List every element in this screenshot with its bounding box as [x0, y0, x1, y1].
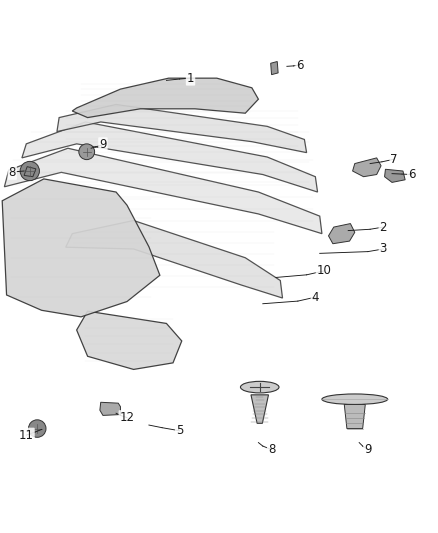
Text: 3: 3: [380, 243, 387, 255]
Polygon shape: [385, 169, 405, 182]
Polygon shape: [4, 148, 322, 233]
Polygon shape: [66, 221, 283, 298]
Polygon shape: [100, 402, 120, 415]
Text: 9: 9: [364, 443, 372, 456]
Ellipse shape: [322, 394, 388, 405]
Text: 10: 10: [317, 264, 332, 277]
Text: 11: 11: [19, 429, 34, 442]
Polygon shape: [271, 61, 278, 75]
Polygon shape: [77, 311, 182, 369]
Circle shape: [20, 161, 39, 181]
Text: 6: 6: [408, 168, 416, 181]
Circle shape: [28, 420, 46, 437]
Polygon shape: [2, 179, 160, 317]
Polygon shape: [328, 223, 355, 244]
Text: 12: 12: [120, 411, 134, 424]
Text: 2: 2: [379, 221, 387, 233]
Text: 4: 4: [311, 290, 319, 304]
Text: 9: 9: [99, 138, 107, 151]
Text: 1: 1: [187, 71, 194, 85]
Polygon shape: [251, 395, 268, 423]
Polygon shape: [72, 78, 258, 118]
Text: 8: 8: [268, 443, 275, 456]
Polygon shape: [24, 167, 36, 177]
Polygon shape: [57, 104, 307, 152]
Polygon shape: [353, 158, 381, 177]
Ellipse shape: [240, 381, 279, 393]
Text: 6: 6: [296, 59, 304, 71]
Text: 5: 5: [176, 424, 183, 437]
Circle shape: [79, 144, 95, 159]
Polygon shape: [22, 122, 318, 192]
Polygon shape: [344, 405, 365, 429]
Text: 8: 8: [9, 166, 16, 179]
Text: 7: 7: [390, 152, 398, 166]
